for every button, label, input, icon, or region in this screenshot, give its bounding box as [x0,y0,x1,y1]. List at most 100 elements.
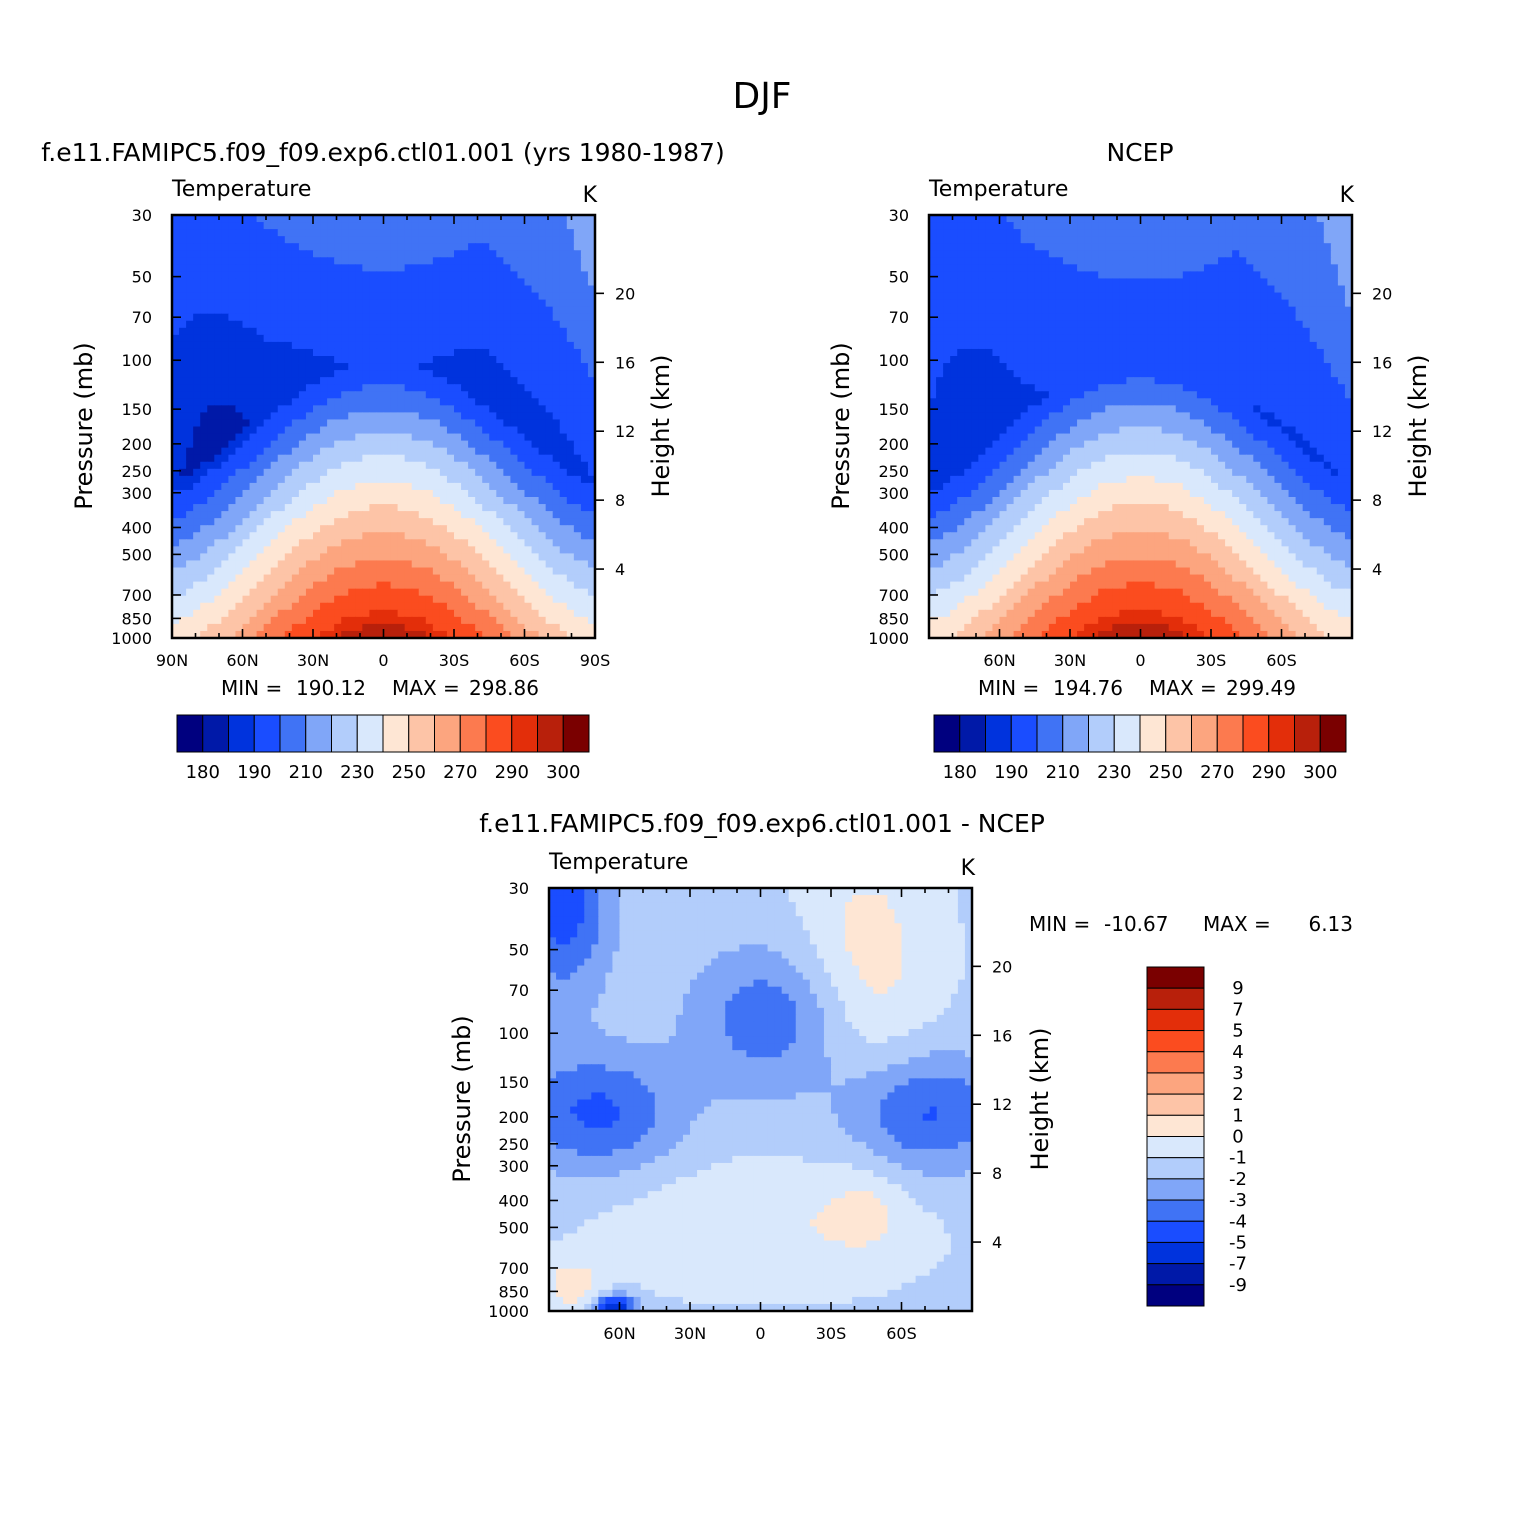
model-field-cell [172,546,180,554]
model-field-cell [559,419,568,428]
obs-field-cell [1091,341,1099,350]
model-field-cell [432,299,441,308]
obs-field-cell [971,348,979,357]
model-field-cell [432,511,441,519]
model-field-cell [284,377,293,385]
model-field-cell [461,229,469,237]
model-field-cell [348,539,356,547]
model-field-cell [242,468,251,477]
ncep-variable-label: Temperature [928,177,1068,202]
model-field-cell [496,482,504,491]
obs-field-cell [999,348,1008,357]
obs-field-cell [1077,292,1085,301]
obs-field-cell [1105,285,1113,294]
model-field-cell [482,377,490,385]
model-field-cell [313,313,321,322]
model-field-cell [193,257,201,265]
obs-field-cell [929,299,937,308]
model-field-cell [277,348,286,357]
model-field-cell [348,257,356,265]
model-field-cell [510,539,519,547]
model-field-cell [587,384,596,392]
model-field-cell [531,285,540,294]
model-field-cell [432,285,441,294]
obs-field-cell [1295,285,1304,294]
model-field-cell [580,341,589,350]
model-field-cell [221,588,229,597]
model-field-cell [362,313,370,322]
model-field-cell [383,327,392,336]
obs-field-cell [1154,278,1163,287]
model-field-cell [334,567,342,576]
model-field-cell [390,327,399,336]
model-field-cell [397,348,406,357]
obs-field-cell [1168,278,1177,287]
model-field-cell [277,447,286,456]
obs-field-cell [1295,271,1304,280]
model-field-cell [327,236,335,244]
model-field-cell [390,433,399,442]
model-field-cell [496,426,504,435]
obs-field-cell [992,236,1001,244]
model-field-cell [200,497,208,505]
model-y-tick-label: 30 [132,206,152,225]
obs-field-cell [1323,229,1332,237]
model-field-cell [362,278,370,287]
model-field-cell [221,518,229,526]
obs-field-cell [1013,285,1022,294]
obs-field-cell [1077,334,1085,343]
model-field-cell [270,433,279,442]
model-field-cell [524,419,533,428]
model-field-cell [369,616,378,625]
obs-field-cell [1140,215,1149,223]
model-field-cell [468,215,476,223]
model-field-cell [425,250,434,258]
model-field-cell [587,489,596,498]
model-field-cell [580,405,589,413]
model-field-cell [510,511,519,519]
model-field-cell [291,595,300,604]
model-field-cell [524,299,533,308]
obs-field-cell [985,334,994,343]
model-field-cell [425,581,434,590]
model-field-cell [313,489,321,498]
model-field-cell [270,630,279,639]
model-field-cell [503,588,511,597]
model-field-cell [418,250,427,258]
model-field-cell [291,560,300,569]
model-field-cell [200,623,208,632]
obs-field-cell [1006,306,1015,315]
model-field-cell [475,567,483,576]
obs-field-cell [1034,236,1043,244]
model-colorbar-box [511,714,538,753]
model-field-cell [482,602,490,611]
model-field-cell [418,377,427,385]
model-field-cell [214,616,222,625]
obs-field-cell [1239,306,1247,315]
model-field-cell [454,341,462,350]
model-field-cell [320,595,328,604]
obs-field-cell [1091,292,1099,301]
model-field-cell [580,454,589,463]
obs-field-cell [1323,243,1332,251]
model-field-cell [580,609,589,618]
model-field-cell [320,285,328,294]
model-field-cell [305,285,314,294]
model-field-cell [193,327,201,336]
obs-field-cell [1281,327,1290,336]
obs-field-cell [1288,229,1297,237]
obs-field-cell [1070,334,1078,343]
obs-field-cell [1309,285,1318,294]
model-field-cell [524,264,533,272]
model-field-cell [390,229,399,237]
model-field-cell [277,271,286,280]
model-field-cell [291,623,300,632]
model-colorbar: 180 190 210 230 250 270 290 300 [176,714,590,783]
obs-field-cell [957,271,965,280]
model-field-cell [489,306,497,315]
obs-field-cell [1203,327,1212,336]
model-field-cell [397,433,406,442]
model-field-cell [284,334,293,343]
model-field-cell [362,595,370,604]
obs-field-cell [992,271,1001,280]
